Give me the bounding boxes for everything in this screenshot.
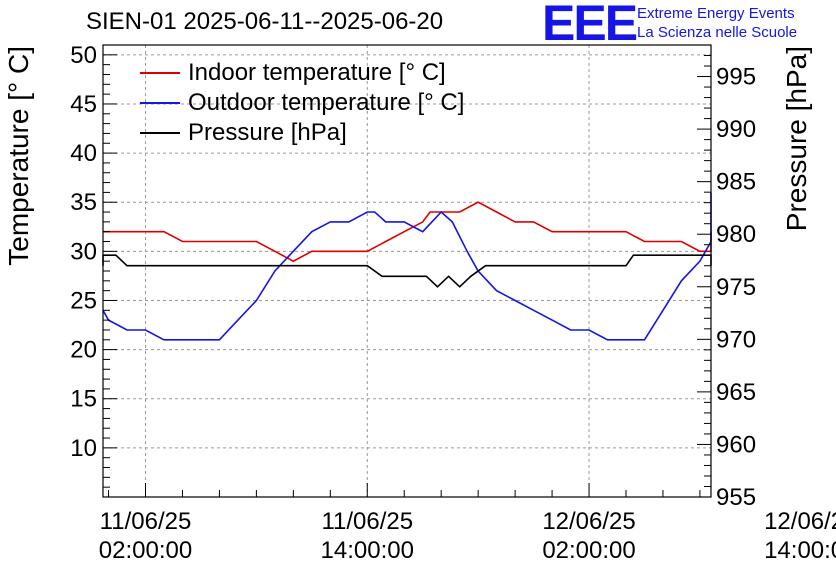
- axes: 10 15 20 25 30 35 40 45 50 955 960 965 970 975 980 985 9…: [3, 42, 836, 564]
- x-axis-tick-label-time: 02:00:00: [542, 537, 635, 564]
- x-axis-tick-label-date: 11/06/25: [100, 508, 192, 535]
- left-axis-tick-label: 45: [70, 91, 97, 118]
- left-axis-title: Temperature [° C]: [3, 46, 34, 266]
- right-axis-tick-label: 955: [716, 484, 756, 511]
- right-axis-tick-label: 980: [716, 221, 756, 248]
- right-axis-tick-label: 995: [716, 64, 756, 91]
- left-axis-tick-label: 10: [70, 435, 97, 462]
- right-axis-tick-label: 985: [716, 169, 756, 196]
- legend-entry-pressure: Pressure [hPa]: [188, 119, 347, 146]
- logo-caption: Extreme Energy Events La Scienza nelle S…: [637, 4, 797, 42]
- x-axis-tick-label-date: 11/06/25: [321, 508, 413, 535]
- right-axis-tick-label: 990: [716, 116, 756, 143]
- left-axis-tick-label: 35: [70, 189, 97, 216]
- logo-caption-line2: La Scienza nelle Scuole: [637, 24, 798, 41]
- series-line-1: [102, 192, 712, 341]
- series-line-2: [102, 254, 712, 288]
- legend-swatches: [140, 72, 180, 134]
- series-line-0: [103, 201, 712, 263]
- left-axis-tick-label: 50: [70, 42, 97, 69]
- left-axis-tick-label: 40: [70, 140, 97, 167]
- right-axis-tick-label: 960: [716, 431, 756, 458]
- left-axis-tick-label: 20: [70, 337, 97, 364]
- legend-entry-outdoor: Outdoor temperature [° C]: [188, 89, 465, 116]
- left-axis-tick-label: 25: [70, 287, 97, 314]
- left-axis-tick-label: 15: [70, 386, 97, 413]
- legend-entry-indoor: Indoor temperature [° C]: [188, 59, 446, 86]
- x-axis-tick-label-time: 14:00:00: [321, 537, 414, 564]
- x-axis-tick-label-time: 14:00:00: [764, 537, 836, 564]
- series-layer: [102, 192, 712, 341]
- chart-title: SIEN-01 2025-06-11--2025-06-20: [86, 8, 444, 35]
- eee-logo: EEE: [542, 0, 638, 51]
- x-axis-tick-label-date: 12/06/25: [764, 508, 836, 535]
- right-axis-title: Pressure [hPa]: [781, 46, 812, 231]
- logo-caption-line1: Extreme Energy Events: [637, 5, 795, 22]
- grid: [103, 45, 711, 497]
- right-axis-tick-label: 970: [716, 326, 756, 353]
- right-axis-tick-label: 965: [716, 379, 756, 406]
- right-axis-tick-label: 975: [716, 274, 756, 301]
- x-axis-tick-label-time: 02:00:00: [99, 537, 192, 564]
- left-axis-tick-label: 30: [70, 238, 97, 265]
- x-axis-tick-label-date: 12/06/25: [542, 508, 635, 535]
